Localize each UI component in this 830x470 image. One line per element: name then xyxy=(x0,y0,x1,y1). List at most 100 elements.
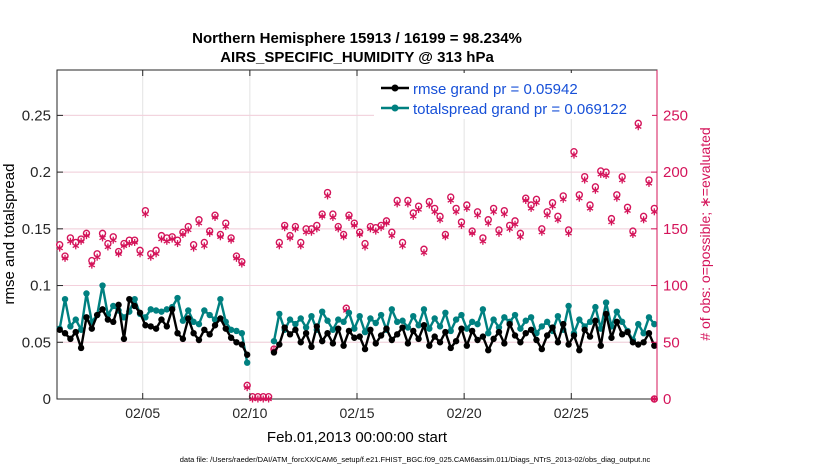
obs-evaluated-stroke xyxy=(559,197,567,202)
obs-evaluated-marker xyxy=(184,226,192,234)
obs-evaluated-marker xyxy=(549,202,556,210)
rmse-point xyxy=(597,342,604,349)
rmse-point xyxy=(602,310,610,318)
obs-evaluated-marker xyxy=(442,233,449,241)
rmse-point xyxy=(72,328,79,336)
spread-point xyxy=(538,323,546,330)
rmse-point xyxy=(586,333,594,340)
obs-evaluated-marker xyxy=(163,237,171,245)
obs-evaluated-stroke xyxy=(463,206,471,211)
obs-evaluated-stroke xyxy=(624,208,631,213)
obs-evaluated-marker xyxy=(581,176,589,184)
spread-point xyxy=(485,330,492,337)
rmse-point xyxy=(313,323,321,330)
y-right-tick-label: 100 xyxy=(663,278,688,295)
rmse-point xyxy=(549,324,556,331)
spread-point xyxy=(110,302,117,310)
obs-evaluated-stroke xyxy=(484,220,492,226)
obs-evaluated-marker xyxy=(152,250,160,258)
rmse-point xyxy=(447,344,454,352)
y-tick-label: 0.2 xyxy=(30,164,51,181)
y-right-tick-label: 150 xyxy=(663,221,688,238)
spread-point xyxy=(517,325,524,332)
obs-evaluated-stroke xyxy=(399,243,406,249)
obs-evaluated-stroke xyxy=(88,262,96,268)
rmse-point xyxy=(88,325,96,332)
rmse-point xyxy=(377,332,385,339)
obs-evaluated-marker xyxy=(436,216,444,224)
rmse-point xyxy=(136,309,144,316)
spread-point xyxy=(72,316,79,323)
spread-point xyxy=(206,311,213,319)
rmse-point xyxy=(104,316,112,323)
series-layer xyxy=(56,282,658,366)
rmse-point xyxy=(415,335,422,343)
spread-point xyxy=(211,316,219,323)
obs-evaluated-marker xyxy=(500,210,508,218)
spread-point xyxy=(651,320,658,328)
obs-evaluated-stroke xyxy=(334,226,342,232)
spread-point xyxy=(345,309,353,316)
spread-point xyxy=(640,330,647,337)
rmse-point xyxy=(292,326,299,333)
obs-evaluated-marker xyxy=(377,224,385,232)
obs-evaluated-stroke xyxy=(436,217,444,223)
spread-point xyxy=(286,316,294,323)
obs-evaluated-marker xyxy=(629,231,637,238)
obs-evaluated-marker xyxy=(61,254,69,262)
rmse-point xyxy=(565,341,572,348)
obs-evaluated-marker xyxy=(329,213,337,221)
rmse-point xyxy=(318,337,326,345)
x-tick-label: 02/20 xyxy=(447,405,482,421)
rmse-point xyxy=(77,344,85,352)
spread-point xyxy=(613,308,621,315)
obs-evaluated-marker xyxy=(640,216,647,224)
spread-point xyxy=(452,316,460,323)
obs-evaluated-marker xyxy=(233,254,240,262)
spread-point xyxy=(238,330,246,337)
obs-evaluated-marker xyxy=(383,219,390,227)
spread-point xyxy=(458,311,465,319)
obs-evaluated-stroke xyxy=(543,212,551,218)
spread-point xyxy=(522,317,529,324)
obs-evaluated-stroke xyxy=(200,243,208,249)
obs-evaluated-marker xyxy=(227,236,235,244)
obs-evaluated-stroke xyxy=(517,234,524,240)
obs-evaluated-stroke xyxy=(608,219,615,225)
rmse-point xyxy=(324,330,331,337)
spread-point xyxy=(463,325,471,332)
obs-evaluated-stroke xyxy=(393,201,401,207)
obs-evaluated-stroke xyxy=(409,214,417,219)
obs-evaluated-stroke xyxy=(447,198,455,203)
obs-evaluated-stroke xyxy=(297,243,305,249)
rmse-point xyxy=(367,326,374,333)
x-axis-label: Feb.01,2013 00:00:00 start xyxy=(267,429,448,446)
obs-evaluated-stroke xyxy=(613,195,621,201)
obs-evaluated-marker xyxy=(142,210,149,218)
y-axis-label: rmse and totalspread xyxy=(1,164,18,305)
obs-evaluated-marker xyxy=(495,229,503,237)
axis-ticks: 02/05 02/10 02/15 02/20 02/25 0 0.05 0.1 0.15 0.2… xyxy=(22,70,688,421)
legend: rmse grand pr = 0.05942 totalspread gran… xyxy=(374,73,652,119)
rmse-point xyxy=(511,332,519,339)
chart-subtitle: AIRS_SPECIFIC_HUMIDITY @ 313 hPa xyxy=(220,49,494,66)
x-tick-label: 02/25 xyxy=(554,405,589,421)
obs-evaluated-stroke xyxy=(56,245,64,251)
y-tick-label: 0.15 xyxy=(22,221,51,238)
obs-evaluated-stroke xyxy=(163,238,171,244)
obs-evaluated-stroke xyxy=(308,229,315,235)
obs-evaluated-stroke xyxy=(581,177,589,183)
obs-evaluated-marker xyxy=(361,243,369,251)
rmse-point xyxy=(554,339,562,346)
rmse-point xyxy=(490,335,497,343)
rmse-point xyxy=(152,325,160,332)
rmse-point xyxy=(222,325,229,332)
obs-evaluated-marker xyxy=(147,253,155,261)
obs-evaluated-marker xyxy=(431,208,439,216)
obs-evaluated-marker xyxy=(131,238,139,246)
obs-evaluated-stroke xyxy=(227,237,235,243)
obs-evaluated-stroke xyxy=(174,241,181,246)
rmse-point xyxy=(613,318,621,326)
obs-evaluated-stroke xyxy=(93,254,101,260)
